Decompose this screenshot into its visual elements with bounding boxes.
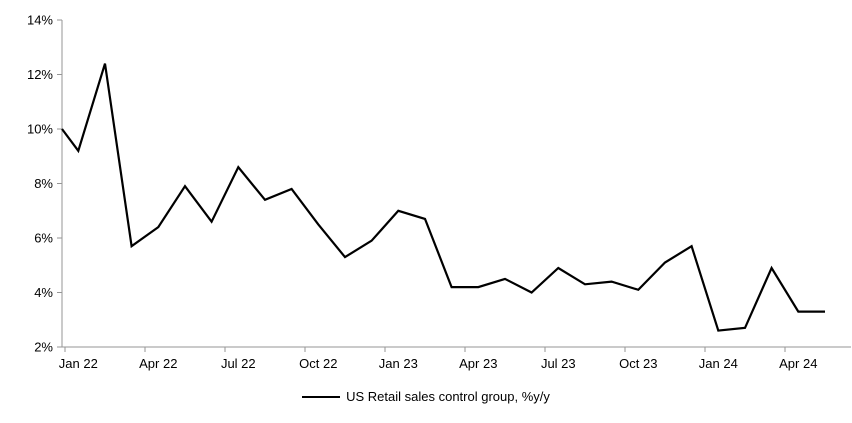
x-axis-tick-label: Apr 23	[459, 356, 497, 371]
y-axis-tick-label: 12%	[27, 67, 53, 82]
chart-legend: US Retail sales control group, %y/y	[0, 389, 852, 404]
x-axis-tick-label: Jan 24	[699, 356, 738, 371]
x-axis-tick-label: Apr 24	[779, 356, 817, 371]
x-axis-tick-label: Oct 22	[299, 356, 337, 371]
x-axis-tick-label: Jan 23	[379, 356, 418, 371]
x-axis-tick-label: Apr 22	[139, 356, 177, 371]
y-axis-tick-label: 14%	[27, 13, 53, 28]
x-axis-tick-label: Oct 23	[619, 356, 657, 371]
y-axis-tick-label: 8%	[34, 176, 53, 191]
y-axis-tick-label: 4%	[34, 285, 53, 300]
y-axis-tick-label: 2%	[34, 340, 53, 355]
x-axis-tick-label: Jul 23	[541, 356, 576, 371]
legend-series-label: US Retail sales control group, %y/y	[346, 389, 550, 404]
y-axis-tick-label: 6%	[34, 231, 53, 246]
y-axis-tick-label: 10%	[27, 122, 53, 137]
x-axis-tick-label: Jul 22	[221, 356, 256, 371]
x-axis-tick-label: Jan 22	[59, 356, 98, 371]
legend-line-swatch	[302, 395, 341, 398]
series-line-us-retail-control-group	[61, 63, 825, 332]
